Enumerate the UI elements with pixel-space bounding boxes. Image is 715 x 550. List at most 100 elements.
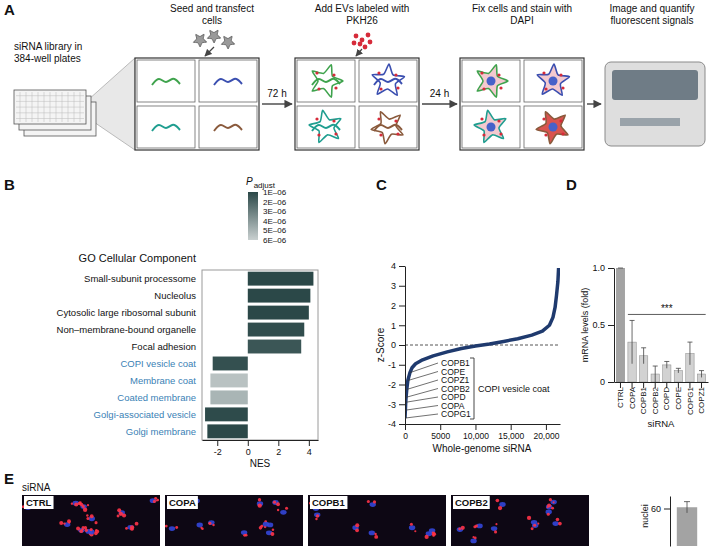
tick-label: -2 — [214, 447, 222, 457]
tick: 0 — [246, 440, 251, 457]
axis-title: siRNA — [648, 418, 676, 429]
tick-label: COPE — [674, 387, 683, 410]
ev-icon — [379, 87, 382, 90]
tick: 10,000 — [463, 424, 489, 441]
tick: 4 — [307, 440, 312, 457]
error-cap — [641, 347, 646, 348]
nucleus — [314, 512, 320, 517]
tick-label: 3E–06 — [263, 207, 287, 216]
ev-icon — [334, 132, 337, 135]
nucleus — [552, 521, 558, 526]
cell-icon — [309, 110, 341, 142]
tick: 0 — [600, 377, 614, 387]
tick-mark — [278, 440, 279, 446]
tick-label: 2E–06 — [263, 198, 287, 207]
ev-icon — [368, 40, 373, 45]
ev-signal — [273, 501, 276, 504]
tick: 5000 — [431, 424, 450, 441]
plate — [14, 90, 86, 124]
ev-icon — [544, 87, 547, 90]
well — [359, 60, 417, 102]
nucleus — [491, 526, 497, 531]
error-line — [687, 502, 688, 513]
ev-signal — [272, 528, 275, 531]
tick-label: -2 — [388, 380, 396, 390]
ev-icon — [354, 34, 359, 39]
nucleus-icon — [549, 123, 558, 132]
error-cap — [676, 368, 681, 369]
ev-icon — [334, 86, 337, 89]
ev-signal — [130, 527, 133, 530]
ev-signal — [458, 528, 461, 531]
axis-line — [614, 269, 615, 383]
plot-frame — [202, 270, 318, 440]
ev-signal — [153, 500, 156, 503]
cell-icon — [537, 64, 569, 95]
leader-line — [405, 406, 438, 411]
micrograph-bg — [308, 495, 446, 546]
text-line: 384-well plates — [14, 53, 81, 64]
tick-mark — [664, 509, 670, 510]
error-cap — [653, 366, 658, 367]
ev-signal — [549, 498, 552, 501]
nucleus — [197, 523, 203, 528]
leader-line — [406, 397, 438, 402]
tick-label: 5E–06 — [263, 226, 287, 235]
tick-mark — [258, 192, 261, 193]
tick: -2 — [214, 440, 222, 457]
error-bar — [630, 320, 635, 363]
step-arrow — [262, 103, 292, 104]
leader-line — [405, 414, 438, 418]
panel-e-chart: 60nuclei — [640, 497, 697, 547]
ev-signal — [79, 529, 83, 533]
error-bar — [699, 371, 704, 378]
error-line — [666, 361, 667, 368]
bar — [248, 323, 304, 337]
tick-label: COPD — [662, 387, 671, 410]
axis-line — [203, 440, 319, 441]
ev-icon — [497, 119, 500, 122]
ev-signal — [374, 535, 378, 539]
tick-label: 10,000 — [463, 431, 489, 441]
sirna-icon — [152, 125, 180, 131]
plate-grid — [16, 112, 84, 113]
text-line: Fix cells and stain with — [472, 3, 572, 14]
tick-label: 20,000 — [533, 431, 559, 441]
tick-label: 2 — [391, 301, 396, 311]
bracket-label: COPI vesicle coat — [478, 384, 550, 394]
micrograph — [308, 495, 446, 546]
ev-signal — [498, 506, 502, 510]
panel-b: Small-subunit processomeNucleolusCytosol… — [57, 176, 319, 469]
axis-title: Whole-genome siRNA — [433, 443, 532, 454]
tick-mark — [399, 306, 405, 307]
micrograph — [451, 495, 589, 546]
axis: 60 — [651, 497, 671, 547]
axis: 0500010,00015,00020,000 — [403, 424, 560, 441]
tick: 20,000 — [533, 424, 559, 441]
error-cap — [687, 342, 692, 343]
text-line: siRNA library in — [14, 41, 82, 52]
text-line: Add EVs labeled with — [315, 3, 410, 14]
micrograph-bg — [451, 495, 589, 546]
tick-mark — [608, 325, 614, 326]
ev-signal — [80, 503, 83, 506]
library-label: siRNA library in384-well plates — [14, 41, 82, 64]
error-bar — [687, 342, 692, 365]
ev-icon — [363, 45, 368, 50]
ev-signal — [425, 535, 429, 539]
ev-signal — [374, 533, 376, 535]
ev-icon — [561, 86, 564, 89]
imager-panel — [612, 70, 698, 100]
error-bar — [664, 361, 669, 368]
panel-a: siRNA library in384-well plates72 h24 hS… — [14, 3, 705, 150]
ev-icon — [499, 86, 502, 89]
error-cap — [618, 268, 623, 269]
panel-letter: A — [4, 1, 15, 18]
tick-mark — [475, 424, 476, 430]
error-cap — [664, 361, 669, 362]
plot-area — [405, 268, 560, 418]
tick-label: COPB1 — [639, 386, 648, 414]
text-line: cells — [202, 15, 222, 26]
ev-signal — [355, 523, 359, 527]
error-bar — [618, 268, 623, 269]
